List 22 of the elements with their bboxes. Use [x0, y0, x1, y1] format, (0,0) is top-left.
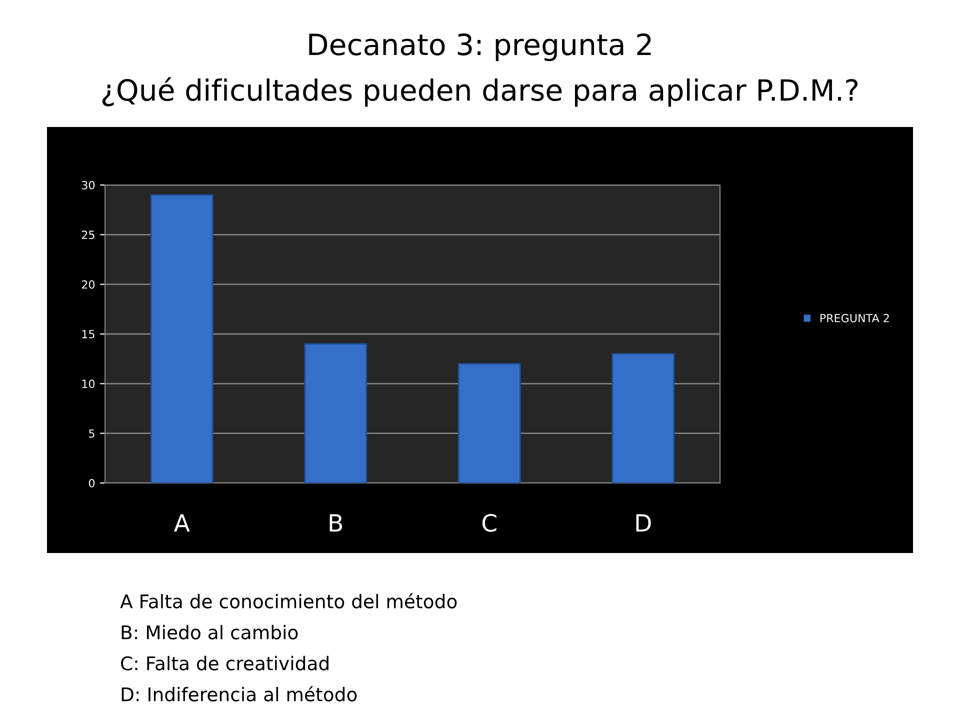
- text: D: Indiferencia al método: [122, 686, 357, 702]
- chart-subtitle: ¿Qué dificultades pueden darse para aplicar P.D.M.?: [102, 77, 858, 107]
- legend-label: PREGUNTA 2: [820, 314, 889, 322]
- chart-title: Decanato 3: pregunta 2: [309, 33, 651, 62]
- x-tick-label: A: [174, 514, 190, 532]
- text: C: Falta de creatividad: [121, 656, 328, 670]
- y-tick-label: 20: [82, 280, 95, 289]
- bar: [612, 353, 675, 483]
- x-tick-label: B: [330, 514, 342, 532]
- y-tick-label: 10: [82, 380, 95, 388]
- y-tick-label: 0: [88, 478, 95, 488]
- text: A Falta de conocimiento del método: [120, 593, 457, 608]
- x-tick-label: D: [636, 514, 651, 532]
- bar: [150, 194, 214, 483]
- y-tick-label: 25: [82, 230, 94, 240]
- y-tick-label: 5: [89, 429, 94, 438]
- bar: [458, 363, 521, 483]
- y-tick-label: 30: [82, 180, 95, 190]
- y-tick-label: 15: [82, 330, 94, 338]
- text: B: Miedo al cambio: [122, 624, 298, 640]
- x-tick-label: C: [482, 514, 496, 532]
- bar: [304, 343, 368, 483]
